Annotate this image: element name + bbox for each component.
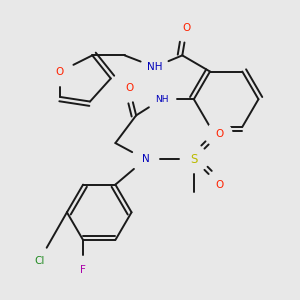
Text: O: O (56, 67, 64, 76)
Text: O: O (215, 129, 224, 139)
Text: O: O (125, 83, 134, 93)
Circle shape (142, 54, 167, 80)
Text: NH: NH (147, 62, 162, 72)
Text: N: N (142, 154, 149, 164)
Circle shape (116, 75, 142, 100)
Text: O: O (183, 23, 191, 33)
Circle shape (206, 121, 232, 146)
Circle shape (149, 86, 174, 112)
Circle shape (174, 15, 200, 40)
Text: O: O (215, 180, 224, 190)
Text: F: F (80, 265, 86, 275)
Circle shape (181, 146, 206, 172)
Circle shape (206, 172, 232, 197)
Text: NH: NH (155, 95, 168, 104)
Circle shape (70, 257, 96, 283)
Circle shape (26, 248, 52, 274)
Circle shape (47, 59, 73, 84)
Text: S: S (190, 153, 197, 166)
Text: Cl: Cl (34, 256, 44, 266)
Circle shape (133, 146, 158, 172)
